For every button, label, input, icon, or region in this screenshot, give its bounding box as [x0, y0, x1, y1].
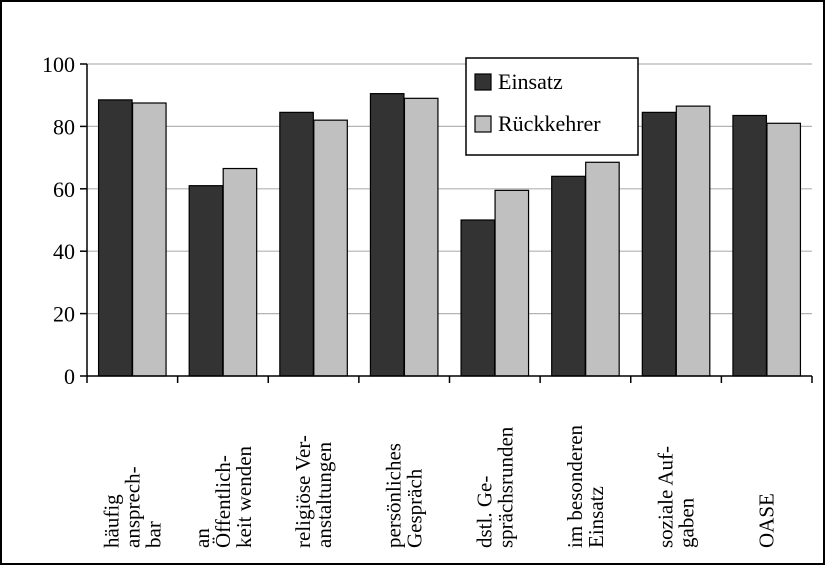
legend-swatch-einsatz	[474, 73, 492, 91]
legend-label: Rückkehrer	[498, 111, 601, 136]
x-category-label-line: anstaltungen	[312, 441, 336, 548]
x-category-label-line: persönliches	[382, 443, 406, 548]
bar-r-ckkehrer-4	[403, 97, 439, 377]
bar-r-ckkehrer-5	[494, 189, 530, 377]
bar-einsatz-4	[369, 93, 405, 377]
bar-r-ckkehrer-6	[585, 161, 620, 377]
x-category-label-line: dstl. Ge-	[472, 476, 496, 548]
x-category-label-line: an	[190, 528, 214, 548]
x-category-label: religiöse Ver-anstaltungen	[291, 435, 336, 548]
legend-label: Einsatz	[498, 69, 563, 94]
bar-einsatz-5	[460, 219, 496, 377]
x-category-label-line: soziale Auf-	[654, 446, 678, 548]
y-tick-label: 40	[53, 239, 75, 264]
legend: Einsatz Rückkehrer	[465, 57, 639, 156]
x-category-label: OASE	[755, 493, 779, 548]
y-tick-label: 60	[53, 177, 75, 202]
y-tick-label: 0	[64, 364, 75, 389]
bar-einsatz-3	[279, 111, 314, 377]
y-tick-label: 20	[53, 302, 75, 327]
bar-r-ckkehrer-3	[313, 119, 348, 377]
y-tick-label: 80	[53, 114, 75, 139]
bar-r-ckkehrer-1	[131, 102, 167, 377]
bar-r-ckkehrer-8	[766, 122, 802, 377]
legend-swatch-r-ckkehrer	[474, 115, 492, 133]
bar-einsatz-6	[551, 175, 586, 377]
bars	[97, 93, 802, 377]
x-category-label-line: im besonderen	[563, 424, 587, 548]
x-category-label-line: OASE	[755, 493, 779, 548]
x-category-label-line: keit wenden	[232, 445, 256, 548]
x-category-label-line: Öffentlich-	[211, 455, 235, 548]
x-category-label-line: Einsatz	[584, 486, 608, 548]
axes	[80, 63, 813, 383]
bar-einsatz-1	[97, 99, 133, 377]
x-category-label-line: Gespräch	[403, 468, 427, 548]
x-category-label: dstl. Ge-sprächsrunden	[472, 426, 517, 548]
x-category-label-line: bar	[141, 521, 165, 548]
legend-box	[465, 57, 639, 156]
x-category-label-line: religiöse Ver-	[291, 435, 315, 548]
x-category-label-line: gaben	[675, 497, 699, 548]
bar-einsatz-2	[188, 185, 224, 377]
y-tick-label: 100	[42, 52, 75, 77]
x-category-label-line: ansprech-	[120, 466, 144, 548]
x-category-label-line: sprächsrunden	[493, 426, 517, 548]
x-category-label-line: häufig	[99, 494, 123, 548]
bar-r-ckkehrer-7	[675, 105, 711, 377]
bar-einsatz-7	[641, 111, 677, 377]
bar-einsatz-8	[732, 114, 768, 377]
bar-r-ckkehrer-2	[222, 167, 258, 377]
x-category-label: soziale Auf-gaben	[654, 446, 699, 548]
